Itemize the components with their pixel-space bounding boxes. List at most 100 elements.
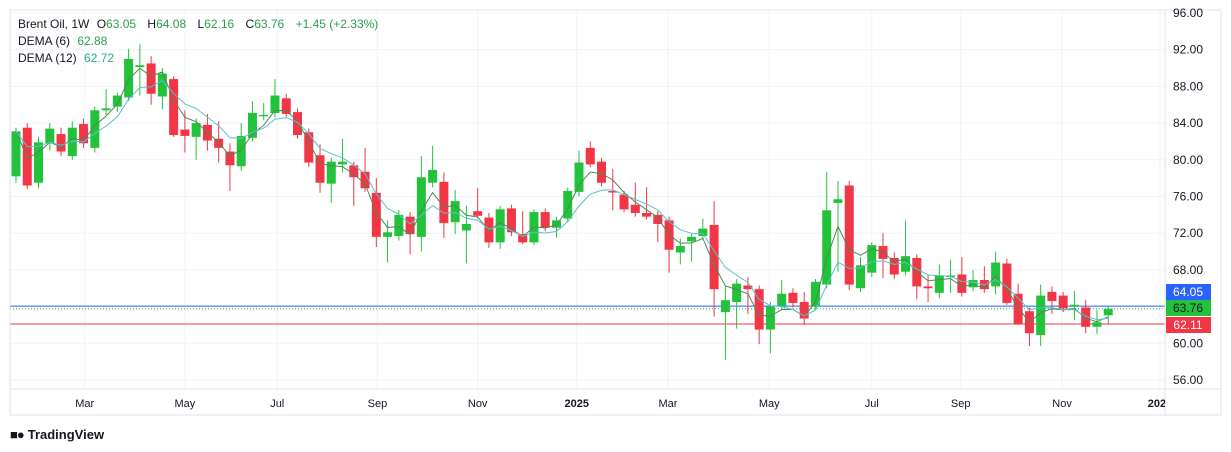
time-tick-label: Sep (368, 398, 388, 410)
tradingview-logo-icon: ■● (10, 427, 25, 442)
candle-up (574, 162, 584, 192)
candle-down (439, 181, 449, 224)
candle-down (1058, 295, 1068, 309)
tradingview-branding[interactable]: ■● TradingView (10, 427, 104, 442)
candle-up (157, 73, 167, 97)
candle-down (1002, 263, 1012, 303)
candle-down (506, 208, 516, 233)
close-label: C (245, 17, 255, 31)
candle-up (687, 236, 697, 242)
candle-down (619, 194, 629, 210)
candle-up (1036, 295, 1046, 336)
candle-up (901, 256, 911, 272)
candle-up (720, 300, 730, 313)
time-axis[interactable]: Mar May Jul Sep Nov 2025 Mar May Jul Sep Nov 2026 (75, 398, 1172, 410)
candle-up (259, 114, 269, 117)
dema-12-line (15, 79, 1109, 321)
candle-down (225, 151, 235, 166)
dema12-row[interactable]: DEMA (12) 62.72 (18, 50, 382, 67)
candle-down (293, 112, 302, 136)
price-tag (1166, 300, 1211, 316)
candle-down (653, 214, 663, 225)
price-tick-label: 68.00 (1173, 263, 1203, 277)
dema-6-line (15, 67, 1109, 324)
candle-down (1047, 291, 1057, 302)
candle-up (45, 128, 55, 144)
candle-up (34, 142, 44, 183)
price-tick-label: 60.00 (1173, 336, 1203, 350)
candle-up (124, 58, 134, 98)
close-value: 63.76 (254, 17, 285, 31)
open-value: 63.05 (106, 17, 137, 31)
time-tick-label: Sep (951, 398, 971, 410)
time-tick-label: 2026 (1148, 398, 1172, 410)
candle-down (79, 124, 89, 144)
candle-up (461, 224, 471, 231)
candle-up (934, 275, 944, 293)
candle-up (1092, 322, 1102, 327)
candle-down (146, 63, 156, 94)
price-tag-label: 64.05 (1173, 285, 1203, 299)
high-value: 64.08 (156, 17, 187, 31)
candle-down (585, 147, 595, 165)
candle-up (247, 113, 257, 138)
candle-up (67, 127, 77, 157)
chart-legend: Brent Oil, 1W O63.05 H64.08 L62.16 C63.7… (18, 16, 382, 67)
candle-up (428, 169, 438, 183)
candle-up (732, 283, 742, 303)
price-tag-label: 63.76 (1173, 301, 1203, 315)
candle-down (642, 213, 652, 217)
candle-down (349, 165, 359, 178)
price-tick-label: 84.00 (1173, 116, 1203, 130)
candle-down (743, 285, 753, 290)
chart-frame (9, 9, 1222, 416)
outer-border (9, 9, 1222, 416)
candle-down (540, 212, 550, 228)
price-tick-label: 56.00 (1173, 373, 1203, 387)
candle-down (630, 204, 640, 214)
candle-up (191, 123, 201, 137)
time-tick-label: Mar (75, 398, 94, 410)
candle-up (270, 95, 280, 114)
candle-up (90, 110, 100, 148)
candle-down (304, 132, 314, 163)
candle-down (360, 171, 370, 189)
candle-down (518, 234, 528, 243)
price-tick-label: 72.00 (1173, 226, 1203, 240)
time-tick-label: Nov (468, 398, 488, 410)
candle-down (608, 190, 618, 193)
candle-down (754, 289, 764, 330)
candle-up (112, 95, 122, 107)
price-tick-label: 80.00 (1173, 153, 1203, 167)
candle-down (315, 155, 325, 183)
candle-up (551, 220, 561, 228)
symbol-label[interactable]: Brent Oil, 1W (18, 17, 90, 31)
dema6-row[interactable]: DEMA (6) 62.88 (18, 33, 382, 50)
candle-down (923, 286, 933, 289)
candle-up (675, 246, 685, 253)
candle-down (957, 274, 967, 293)
candle-up (416, 177, 426, 237)
candle-up (101, 108, 111, 111)
candle-up (856, 265, 865, 289)
time-tick-label: Jul (270, 398, 284, 410)
candle-down (799, 302, 809, 319)
price-tag (1166, 284, 1211, 300)
price-axis[interactable]: 96.00 92.00 88.00 84.00 80.00 76.00 72.00 68.00… (1166, 6, 1211, 387)
time-tick-label: Jul (865, 398, 879, 410)
candle-down (788, 292, 798, 303)
price-tag (1166, 317, 1211, 333)
candle-down (597, 161, 607, 183)
candle-up (765, 306, 775, 330)
candle-up (1069, 304, 1079, 307)
candle-up (698, 228, 708, 236)
candle-up (338, 161, 348, 165)
candle-up (810, 281, 820, 307)
dema6-label: DEMA (6) (18, 34, 71, 48)
dema6-value: 62.88 (77, 34, 108, 48)
candle-down (371, 192, 381, 237)
candle-up (563, 190, 573, 219)
candle-down (169, 79, 179, 136)
candle-down (281, 98, 291, 114)
